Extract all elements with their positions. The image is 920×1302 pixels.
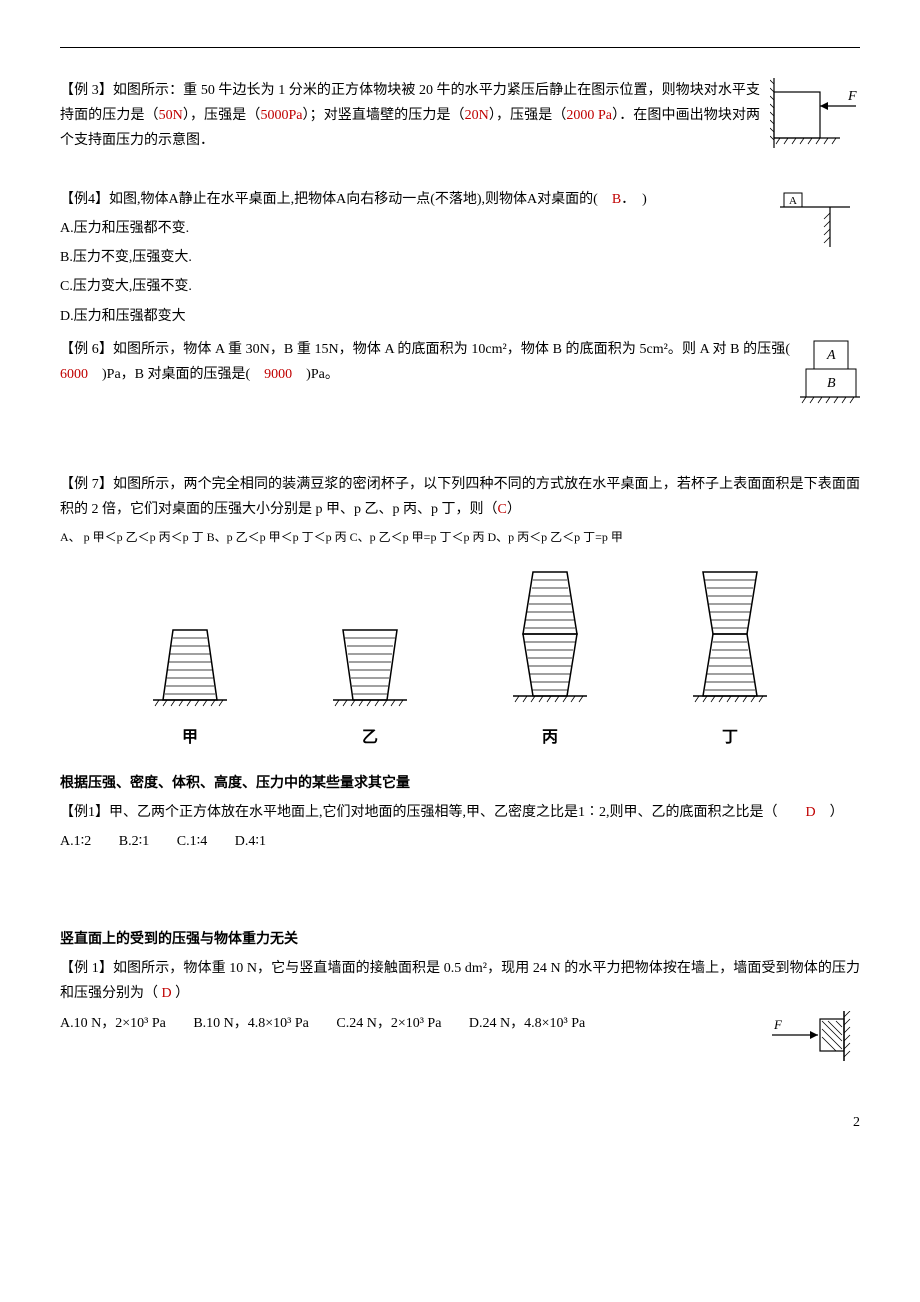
ex4-optD: D.压力和压强都变大 [60, 304, 860, 329]
ex7-options: A、 p 甲＜p 乙＜p 丙＜p 丁 B、p 乙＜p 甲＜p 丁＜p 丙 C、p… [60, 527, 860, 549]
cup-bing-label: 丙 [542, 724, 558, 753]
sec1-example-1: 【例1】甲、乙两个正方体放在水平地面上,它们对地面的压强相等,甲、乙密度之比是1… [60, 800, 860, 854]
ex7-figures: 甲 乙 [100, 568, 820, 753]
cup-ding-label: 丁 [722, 724, 738, 753]
svg-text:A: A [826, 348, 836, 363]
ex3-figure: F [770, 78, 860, 157]
svg-text:B: B [827, 376, 836, 391]
ex6-figure: A B [800, 337, 860, 418]
ex7-title: 【例 7】 [60, 477, 113, 492]
ex4-figure: A [780, 187, 860, 266]
svg-text:A: A [789, 195, 797, 207]
ex3-text: 【例 3】如图所示：重 50 牛边长为 1 分米的正方体物块被 20 牛的水平力… [60, 78, 860, 154]
cup-bing: 丙 [505, 568, 595, 753]
cup-jia: 甲 [145, 588, 235, 753]
sec2-ex1-title: 【例 1】 [60, 961, 113, 976]
sec2-ex1-text: 【例 1】如图所示，物体重 10 N，它与竖直墙面的接触面积是 0.5 dm²，… [60, 956, 860, 1006]
ex6-text: 【例 6】如图所示，物体 A 重 30N，B 重 15N，物体 A 的底面积为 … [60, 337, 860, 387]
cup-yi: 乙 [325, 588, 415, 753]
example-4: A 【例4】如图,物体A静止在水平桌面上,把物体A向右移动一点(不落地),则物体… [60, 187, 860, 333]
sec2-ex1-options: A.10 N，2×10³ Pa B.10 N，4.8×10³ Pa C.24 N… [60, 1011, 860, 1036]
example-6: A B 【例 6】如图所示，物体 A 重 30N，B 重 15N，物体 A 的底… [60, 337, 860, 418]
sec2-figure: F [770, 1011, 860, 1070]
ex7-text: 【例 7】如图所示，两个完全相同的装满豆浆的密闭杯子，以下列四种不同的方式放在水… [60, 472, 860, 522]
cup-yi-label: 乙 [362, 724, 378, 753]
sec1-ex1-options: A.1∶2 B.2∶1 C.1∶4 D.4∶1 [60, 829, 860, 854]
example-7: 【例 7】如图所示，两个完全相同的装满豆浆的密闭杯子，以下列四种不同的方式放在水… [60, 472, 860, 753]
svg-text:F: F [847, 89, 857, 104]
ex4-optC: C.压力变大,压强不变. [60, 274, 860, 299]
ex4-optB: B.压力不变,压强变大. [60, 245, 860, 270]
ex3-title: 【例 3】 [60, 83, 113, 98]
ex6-title: 【例 6】 [60, 342, 113, 357]
ex4-title: 【例4】 [60, 192, 109, 207]
section1-title: 根据压强、密度、体积、高度、压力中的某些量求其它量 [60, 771, 860, 796]
example-3: F 【例 3】如图所示：重 50 牛边长为 1 分米的正方体物块被 20 牛的水… [60, 78, 860, 158]
cup-ding: 丁 [685, 568, 775, 753]
sec1-ex1-text: 【例1】甲、乙两个正方体放在水平地面上,它们对地面的压强相等,甲、乙密度之比是1… [60, 800, 860, 825]
section2-title: 竖直面上的受到的压强与物体重力无关 [60, 927, 860, 952]
sec1-ex1-title: 【例1】 [60, 805, 109, 820]
ex4-optA: A.压力和压强都不变. [60, 216, 860, 241]
sec2-example-1: 【例 1】如图所示，物体重 10 N，它与竖直墙面的接触面积是 0.5 dm²，… [60, 956, 860, 1070]
svg-text:F: F [773, 1017, 783, 1032]
page-number: 2 [60, 1110, 860, 1135]
ex4-stem: 【例4】如图,物体A静止在水平桌面上,把物体A向右移动一点(不落地),则物体A对… [60, 187, 860, 212]
top-rule [60, 47, 860, 48]
cup-jia-label: 甲 [182, 724, 198, 753]
